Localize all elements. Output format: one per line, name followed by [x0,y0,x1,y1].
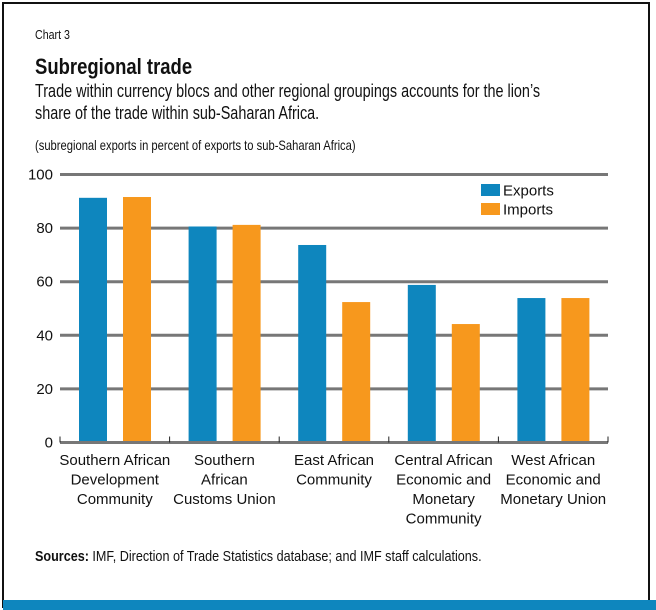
bottom-band [3,600,656,610]
imports-bar [342,302,371,441]
x-category-label-line: Southern African [59,452,170,469]
x-category-label: East African Community [294,452,374,489]
x-category-label: Central African Economic and Monetary Commu… [394,452,492,528]
y-tick-label: 0 [45,435,53,452]
legend-label-exports: Exports [503,183,554,200]
chart-subtitle: Trade within currency blocs and other re… [35,80,540,124]
x-category-label-line: Monetary [412,491,475,508]
y-tick-label: 20 [36,381,53,398]
x-category-label-line: East African [294,452,374,469]
subtitle-line-1: Trade within currency blocs and other re… [35,81,541,101]
sources-note: Sources: IMF, Direction of Trade Statist… [35,548,482,565]
y-tick-label: 60 [36,274,53,291]
x-category-label-line: Community [77,491,153,508]
imports-bar [451,324,480,441]
y-tick-label: 100 [28,167,53,184]
sources-label: Sources: [35,548,89,565]
x-category-label-line: African [201,472,248,489]
x-category-label: West African Economic and Monetary Union [500,452,606,508]
exports-bar [79,197,107,441]
legend: Exports Imports [481,183,554,219]
imports-bar [561,298,590,441]
x-category-label-line: Development [71,472,160,489]
x-axis [59,436,609,444]
y-axis-tick-labels: 0 20 40 60 80 100 [28,167,53,452]
x-category-label-line: Central African [394,452,492,469]
x-category-label-line: Monetary Union [500,491,606,508]
imports-bar [232,224,261,441]
x-category-label-line: Community [296,472,372,489]
exports-bar [517,298,546,441]
chart-number: Chart 3 [35,27,70,42]
bars [79,197,590,441]
unit-note: (subregional exports in percent of expor… [35,137,356,153]
x-category-label: Southern African Customs Union [173,452,276,508]
legend-swatch-exports [481,184,500,196]
chart-title: Subregional trade [35,54,193,79]
x-category-label: Southern African Development Community [59,452,170,508]
x-axis-category-labels: Southern African Development CommunitySout… [59,452,606,528]
y-tick-label: 40 [36,327,53,344]
x-category-label-line: Community [406,511,482,528]
y-tick-label: 80 [36,220,53,237]
sources-text: IMF, Direction of Trade Statistics datab… [88,548,482,565]
imports-bar [123,197,151,441]
legend-swatch-imports [481,203,500,215]
bar-chart: 0 20 40 60 80 100 Southern African Development… [28,167,609,528]
exports-bar [298,244,327,441]
legend-label-imports: Imports [503,202,553,219]
gridlines [60,173,608,391]
exports-bar [407,284,436,441]
x-category-label-line: Customs Union [173,491,276,508]
x-category-label-line: Southern [194,452,255,469]
x-category-label-line: Economic and [396,472,491,489]
x-category-label-line: Economic and [506,472,601,489]
exports-bar [188,226,217,441]
x-category-label-line: West African [511,452,595,469]
subtitle-line-2: share of the trade within sub-Saharan Af… [35,103,320,123]
